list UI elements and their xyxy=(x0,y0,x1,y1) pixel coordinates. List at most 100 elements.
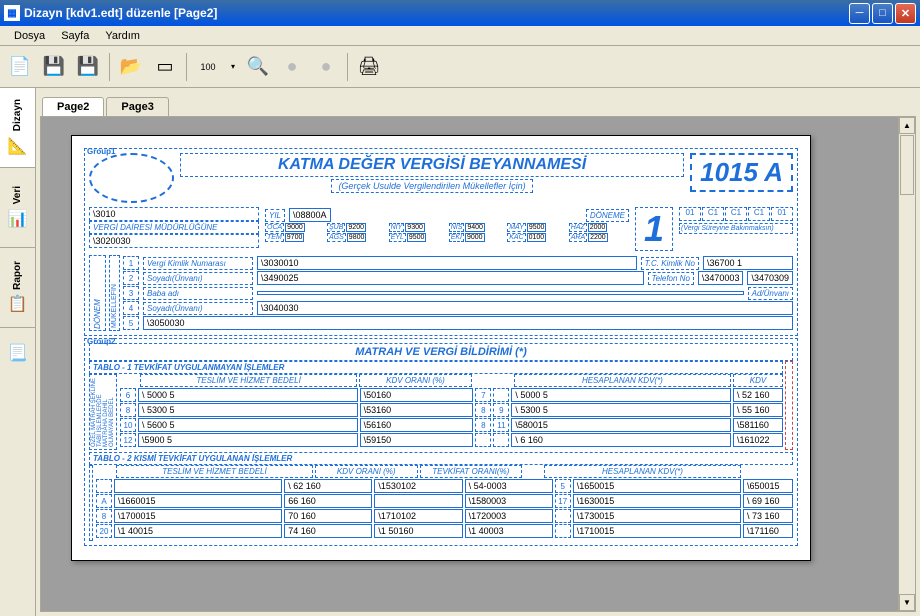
tab-page3[interactable]: Page3 xyxy=(106,97,168,116)
scroll-thumb[interactable] xyxy=(900,135,914,195)
month-label: ARA xyxy=(569,233,587,242)
print-icon[interactable]: 🖨 xyxy=(353,51,385,83)
vtab-dizayn[interactable]: Dizayn 📐 xyxy=(0,88,35,168)
row-num: 3 xyxy=(123,286,139,300)
t1-kdv: \580015 xyxy=(511,418,731,432)
month-label: AĞS xyxy=(327,233,346,242)
t2-kdv2: \ 73 160 xyxy=(743,509,793,523)
group2-label: Group2 xyxy=(87,337,115,346)
close-button[interactable]: ✕ xyxy=(895,3,916,24)
t1-n: 12 xyxy=(120,433,136,447)
t2-bedel: \1700015 xyxy=(114,509,282,523)
open-icon[interactable]: 📂 xyxy=(115,51,147,83)
menu-bar: Dosya Sayfa Yardım xyxy=(0,26,920,46)
form-title: KATMA DEĞER VERGİSİ BEYANNAMESİ xyxy=(180,153,684,177)
col-teslim: TESLİM VE HİZMET BEDELİ xyxy=(140,374,357,387)
t1-kdv2: \161022 xyxy=(733,433,783,447)
vtab-veri[interactable]: Veri 📊 xyxy=(0,168,35,248)
t1-n2: 8 xyxy=(475,403,491,417)
t2-n2: 17 xyxy=(555,494,571,508)
t2-n: 20 xyxy=(96,524,112,538)
month-label: KAC xyxy=(507,233,525,242)
month-val: 2200 xyxy=(588,233,608,242)
dropdown-icon[interactable]: ▾ xyxy=(226,51,240,83)
donem-label: DÖNEME xyxy=(586,209,629,222)
t1-n: 10 xyxy=(120,418,136,432)
save-icon[interactable]: 💾 xyxy=(38,51,70,83)
t1-n3: 11 xyxy=(493,418,509,432)
circle2-icon[interactable]: ● xyxy=(310,51,342,83)
extra-label: T.C. Kimlik No xyxy=(641,257,699,270)
t2-bedel: \1 40015 xyxy=(114,524,282,538)
new-icon[interactable]: 📄 xyxy=(4,51,36,83)
t2-tev: \1 50160 xyxy=(374,524,462,538)
t1-kdv: \ 5000 5 xyxy=(511,388,731,402)
month-val: 9400 xyxy=(465,223,485,232)
t1-kdv2: \581160 xyxy=(733,418,783,432)
t2-oran: \ 62 160 xyxy=(284,479,372,493)
page-icon[interactable]: ▭ xyxy=(149,51,181,83)
save-as-icon[interactable]: 💾 xyxy=(72,51,104,83)
month-label: TEM xyxy=(265,233,284,242)
vdm-val2: \3020030 xyxy=(89,234,259,248)
t1-oran: \50160 xyxy=(360,388,474,402)
tablo2-rows: \ 62 160 \1530102 \ 54-0003 5 \1650015 \… xyxy=(96,479,793,538)
menu-sayfa[interactable]: Sayfa xyxy=(53,28,97,44)
vertical-scrollbar[interactable]: ▲ ▼ xyxy=(898,117,915,611)
scroll-up-icon[interactable]: ▲ xyxy=(899,117,915,134)
vtab-dizayn-label: Dizayn xyxy=(12,99,23,131)
group1-label: Group1 xyxy=(87,147,115,156)
t1-n: 8 xyxy=(120,403,136,417)
col-tevkifat: TEVKİFAT ORANI(%) xyxy=(420,465,523,478)
period-box: 01 xyxy=(679,207,701,221)
list-icon: 📃 xyxy=(8,343,28,363)
page-tabs: Page2 Page3 xyxy=(36,92,920,116)
t2-tn: \1 40003 xyxy=(465,524,553,538)
vtab-rapor[interactable]: Rapor 📋 xyxy=(0,248,35,328)
t2-kdv2: \171160 xyxy=(743,524,793,538)
month-val: 9700 xyxy=(285,233,305,242)
t1-kdv: \ 6 160 xyxy=(511,433,731,447)
period-boxes: 01C1C1C101 xyxy=(679,207,793,221)
period-box: C1 xyxy=(702,207,724,221)
mukellef-rows: 1Vergi Kimlik Numarası\3030010T.C. Kimli… xyxy=(123,255,793,331)
t2-n: A xyxy=(96,494,112,508)
app-icon: ▦ xyxy=(4,5,20,21)
period-box: C1 xyxy=(725,207,747,221)
t1-n2 xyxy=(475,433,491,447)
zoom-100-icon[interactable]: 100 xyxy=(192,51,224,83)
month-val: 9200 xyxy=(346,223,366,232)
toolbar: 📄 💾 💾 📂 ▭ 100 ▾ 🔍 ● ● 🖨 xyxy=(0,46,920,88)
field-val: \3050030 xyxy=(143,316,793,330)
form-code: 1015 A xyxy=(690,153,793,192)
scroll-down-icon[interactable]: ▼ xyxy=(899,594,915,611)
t2-tn: \ 54-0003 xyxy=(465,479,553,493)
t2-oran: 70 160 xyxy=(284,509,372,523)
tab-page2[interactable]: Page2 xyxy=(42,97,104,116)
tablo1-title: TABLO - 1 TEVKİFAT UYGULANMAYAN İŞLEMLER xyxy=(89,361,783,374)
menu-yardim[interactable]: Yardım xyxy=(97,28,148,44)
minimize-button[interactable]: ─ xyxy=(849,3,870,24)
t2-tev xyxy=(374,494,462,508)
extra-label: Telefon No xyxy=(648,272,694,285)
month-label: OCA xyxy=(265,223,284,232)
t2-tev: \1710102 xyxy=(374,509,462,523)
month-label: EKİ xyxy=(449,233,464,242)
extra-val: \3470309 xyxy=(747,271,793,285)
menu-dosya[interactable]: Dosya xyxy=(6,28,53,44)
side-label1: ÖZEL MATRAH ŞEKLİNE TABİ İŞLEMLERDE MATR… xyxy=(89,374,117,450)
t2-kdv: \1710015 xyxy=(573,524,741,538)
field-val: \3030010 xyxy=(257,256,637,270)
vtab-extra[interactable]: 📃 xyxy=(0,328,35,378)
zoom-icon[interactable]: 🔍 xyxy=(242,51,274,83)
t1-n2: 7 xyxy=(475,388,491,402)
t2-oran: 74 160 xyxy=(284,524,372,538)
month-val: 9800 xyxy=(347,233,367,242)
circle1-icon[interactable]: ● xyxy=(276,51,308,83)
big-number: 1 xyxy=(635,207,673,251)
col-kdv-oran: KDV ORANI (%) xyxy=(359,374,472,387)
field-val: \3040030 xyxy=(257,301,793,315)
maximize-button[interactable]: □ xyxy=(872,3,893,24)
canvas: Group1 KATMA DEĞER VERGİSİ BEYANNAMESİ (… xyxy=(40,116,916,612)
month-val: 9300 xyxy=(405,223,425,232)
